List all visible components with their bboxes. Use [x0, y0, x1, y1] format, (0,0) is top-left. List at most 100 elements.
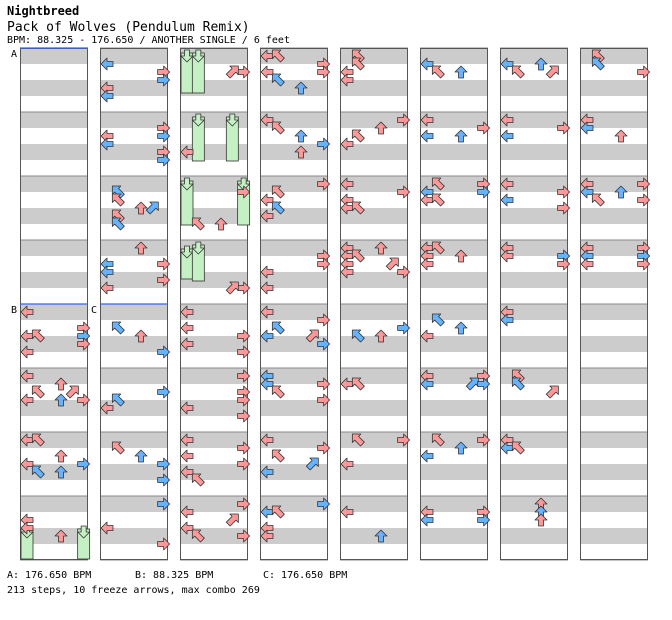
stripe-band — [500, 176, 568, 192]
stripe-band — [340, 528, 408, 544]
stripe-band — [20, 272, 88, 288]
stripe-band — [500, 304, 568, 320]
stripe-band — [500, 336, 568, 352]
stripe-band — [500, 48, 568, 64]
bpm-b-label: B: 88.325 BPM — [135, 570, 214, 581]
stripe-band — [420, 336, 488, 352]
stripe-band — [580, 464, 648, 480]
stripe-band — [340, 80, 408, 96]
stripe-band — [100, 336, 168, 352]
column-border — [420, 48, 488, 560]
stripe-band — [180, 336, 248, 352]
stripe-band — [580, 400, 648, 416]
chart-column — [340, 47, 408, 561]
stripe-band — [580, 208, 648, 224]
bpm-a-label: A: 176.650 BPM — [7, 570, 92, 581]
column-border — [180, 48, 248, 560]
stripe-band — [500, 208, 568, 224]
stripe-band — [420, 400, 488, 416]
stripe-band — [340, 464, 408, 480]
stripe-band — [20, 336, 88, 352]
stripe-band — [340, 336, 408, 352]
stripe-band — [420, 496, 488, 512]
stripe-band — [100, 496, 168, 512]
stripe-band — [20, 400, 88, 416]
stripe-band — [580, 432, 648, 448]
stripe-band — [420, 144, 488, 160]
stripe-band — [580, 240, 648, 256]
stripe-band — [420, 464, 488, 480]
bpm-c-label: C: 176.650 BPM — [263, 570, 348, 581]
stripe-band — [100, 144, 168, 160]
stripe-band — [180, 368, 248, 384]
stripe-band — [20, 528, 88, 544]
stripe-band — [580, 176, 648, 192]
stripe-band — [100, 48, 168, 64]
stripe-band — [500, 368, 568, 384]
stripe-band — [340, 304, 408, 320]
stripe-band — [180, 304, 248, 320]
stripe-band — [340, 400, 408, 416]
song-title: Pack of Wolves (Pendulum Remix) — [7, 20, 250, 35]
stripe-band — [100, 240, 168, 256]
stripe-band — [180, 496, 248, 512]
stripe-band — [100, 304, 168, 320]
stripe-band — [20, 240, 88, 256]
stripe-band — [420, 208, 488, 224]
stripe-band — [580, 528, 648, 544]
stripe-band — [260, 304, 328, 320]
stripe-band — [500, 144, 568, 160]
stripe-band — [20, 496, 88, 512]
stripe-band — [580, 304, 648, 320]
stripe-band — [20, 80, 88, 96]
stripe-band — [20, 144, 88, 160]
stripe-band — [100, 400, 168, 416]
stripe-band — [260, 272, 328, 288]
chart-column — [420, 47, 488, 561]
chart-info: BPM: 88.325 - 176.650 / ANOTHER SINGLE /… — [7, 35, 290, 46]
stripe-band — [260, 240, 328, 256]
section-marker-label: C — [91, 305, 97, 316]
stripe-band — [100, 528, 168, 544]
stripe-band — [580, 144, 648, 160]
stripe-band — [20, 112, 88, 128]
stripe-band — [340, 496, 408, 512]
song-artist: Nightbreed — [7, 4, 80, 18]
stripe-band — [580, 496, 648, 512]
stripe-band — [500, 528, 568, 544]
stripe-band — [260, 528, 328, 544]
stripe-band — [420, 112, 488, 128]
stripe-band — [100, 80, 168, 96]
stripe-band — [340, 208, 408, 224]
stripe-band — [580, 80, 648, 96]
stripe-band — [260, 80, 328, 96]
stripe-band — [100, 368, 168, 384]
stripe-band — [20, 304, 88, 320]
stripe-band — [580, 336, 648, 352]
stripe-band — [580, 368, 648, 384]
stripe-band — [580, 48, 648, 64]
stripe-band — [420, 368, 488, 384]
stripe-band — [180, 400, 248, 416]
stripe-band — [260, 208, 328, 224]
chart-column — [500, 47, 568, 561]
stripe-band — [500, 464, 568, 480]
section-marker-label: B — [11, 305, 17, 316]
stripe-band — [340, 272, 408, 288]
stripe-band — [580, 272, 648, 288]
stripe-band — [420, 48, 488, 64]
stripe-band — [100, 176, 168, 192]
stripe-band — [500, 80, 568, 96]
bpm-legend: A: 176.650 BPM B: 88.325 BPM C: 176.650 BP… — [7, 570, 347, 581]
stripe-band — [420, 528, 488, 544]
stripe-band — [500, 400, 568, 416]
column-border — [580, 48, 648, 560]
stripe-band — [100, 272, 168, 288]
stripe-band — [500, 272, 568, 288]
stripe-band — [340, 144, 408, 160]
stripe-band — [260, 400, 328, 416]
stripe-band — [20, 48, 88, 64]
stripe-band — [100, 464, 168, 480]
section-marker-label: A — [11, 49, 17, 60]
